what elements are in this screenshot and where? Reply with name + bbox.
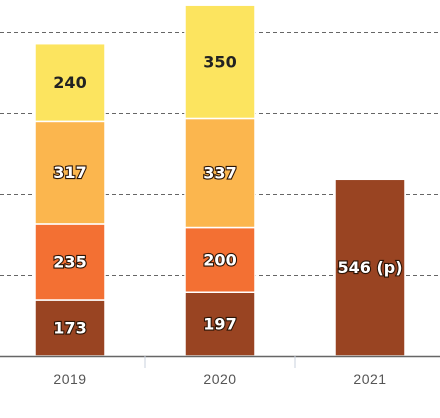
bar-2021-segment-1 (334, 178, 406, 357)
x-tick-label-2020: 2020 (203, 371, 236, 387)
bar-2020-segment-1 (184, 291, 256, 357)
bar-2020-segment-4 (184, 4, 256, 120)
x-tick-label-2021: 2021 (353, 371, 386, 387)
bar-2019-segment-2 (34, 223, 106, 301)
data-label-2019-segment-4: 240 (53, 73, 86, 92)
data-label-2020-segment-1: 197 (203, 315, 236, 334)
x-tick-label-2019: 2019 (53, 371, 86, 387)
data-labels: 173 235 317 240 197 200 337 350 546 (p) (52, 52, 403, 338)
data-label-2019-segment-1: 173 (53, 319, 86, 338)
bar-2019-segment-1 (34, 299, 106, 357)
bar-2020-segment-3 (184, 117, 256, 229)
data-label-2019-segment-3: 317 (53, 163, 86, 182)
data-label-2019-segment-2: 235 (53, 252, 86, 271)
bar-2019-segment-4 (34, 42, 106, 123)
bars (34, 4, 406, 357)
x-axis: 2019 2020 2021 (0, 355, 440, 387)
data-label-2021-segment-1: 546 (p) (337, 258, 402, 277)
data-label-2020-segment-3: 337 (203, 163, 236, 182)
data-label-2020-segment-2: 200 (203, 250, 236, 269)
data-label-2020-segment-4: 350 (203, 52, 236, 71)
bar-2020-segment-2 (184, 226, 256, 293)
